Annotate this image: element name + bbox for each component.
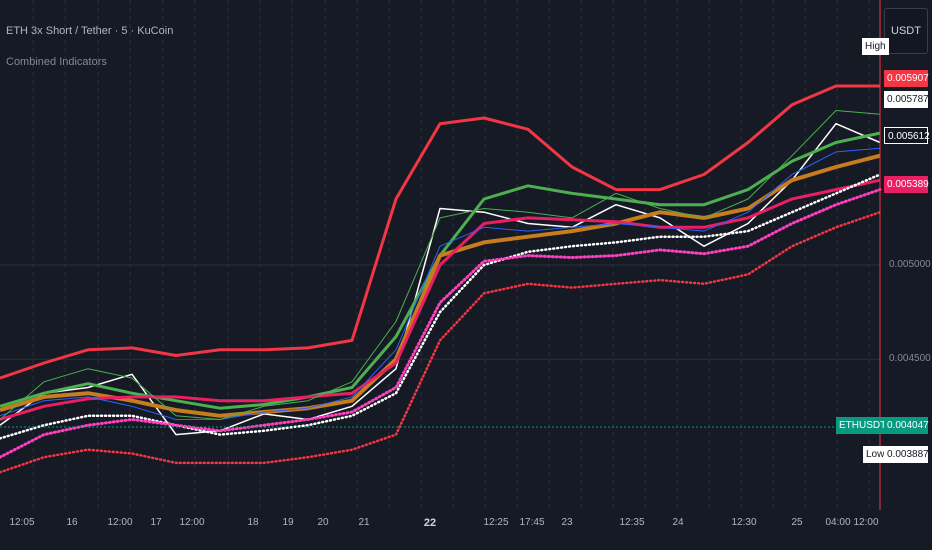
time-axis-label: 12:25 [483,517,509,528]
price-tag: 0.005787 [884,91,929,108]
series-upper-band [0,84,880,380]
time-axis-label: 21 [358,517,370,528]
series-dots-magenta [0,188,882,459]
time-axis-label: 17 [150,517,162,528]
time-axis-label: 12:30 [731,517,757,528]
series-ma-green [0,131,881,410]
currency-button[interactable]: USDT [884,8,928,54]
series-price [0,122,881,436]
time-axis-label: 16 [66,517,78,528]
price-tag: 0.004047 [884,417,929,434]
high-label: High [862,38,889,55]
time-axis-label: 25 [791,517,803,528]
low-label: Low [862,446,888,463]
series-thin-green [0,110,881,420]
time-axis-label: 24 [672,517,684,528]
indicator-name[interactable]: Combined Indicators [6,56,107,68]
time-axis-label: 12:05 [9,517,35,528]
time-axis-label: 12:35 [619,517,645,528]
time-axis-label: 12:00 [179,517,205,528]
price-axis-label: 0.004500 [889,353,931,365]
price-tag: 0.005907 [884,70,929,87]
symbol-title[interactable]: ETH 3x Short / Tether · 5 · KuCoin [6,25,174,37]
series-ma-pink [0,178,881,421]
time-axis-label: 04:00 [825,517,851,528]
series-ma-orange [0,153,881,418]
series-thin-blue [0,147,881,420]
time-axis-label: 19 [282,517,294,528]
price-tag: 0.003887 [884,446,929,463]
price-tag: 0.005389 [884,176,929,193]
time-axis-label: 20 [317,517,329,528]
time-axis-label: 12:00 [107,517,133,528]
price-axis-label: 0.005000 [889,259,931,270]
time-axis-label: 17:45 [519,517,545,528]
time-axis-label: 22 [423,517,437,529]
price-tag: 0.005612 [884,127,930,144]
series-dots-white [0,173,882,440]
time-axis-label: 18 [247,517,259,528]
time-axis-label: 12:00 [853,517,879,528]
time-axis-label: 23 [561,517,573,528]
series-dots-red [0,210,882,474]
